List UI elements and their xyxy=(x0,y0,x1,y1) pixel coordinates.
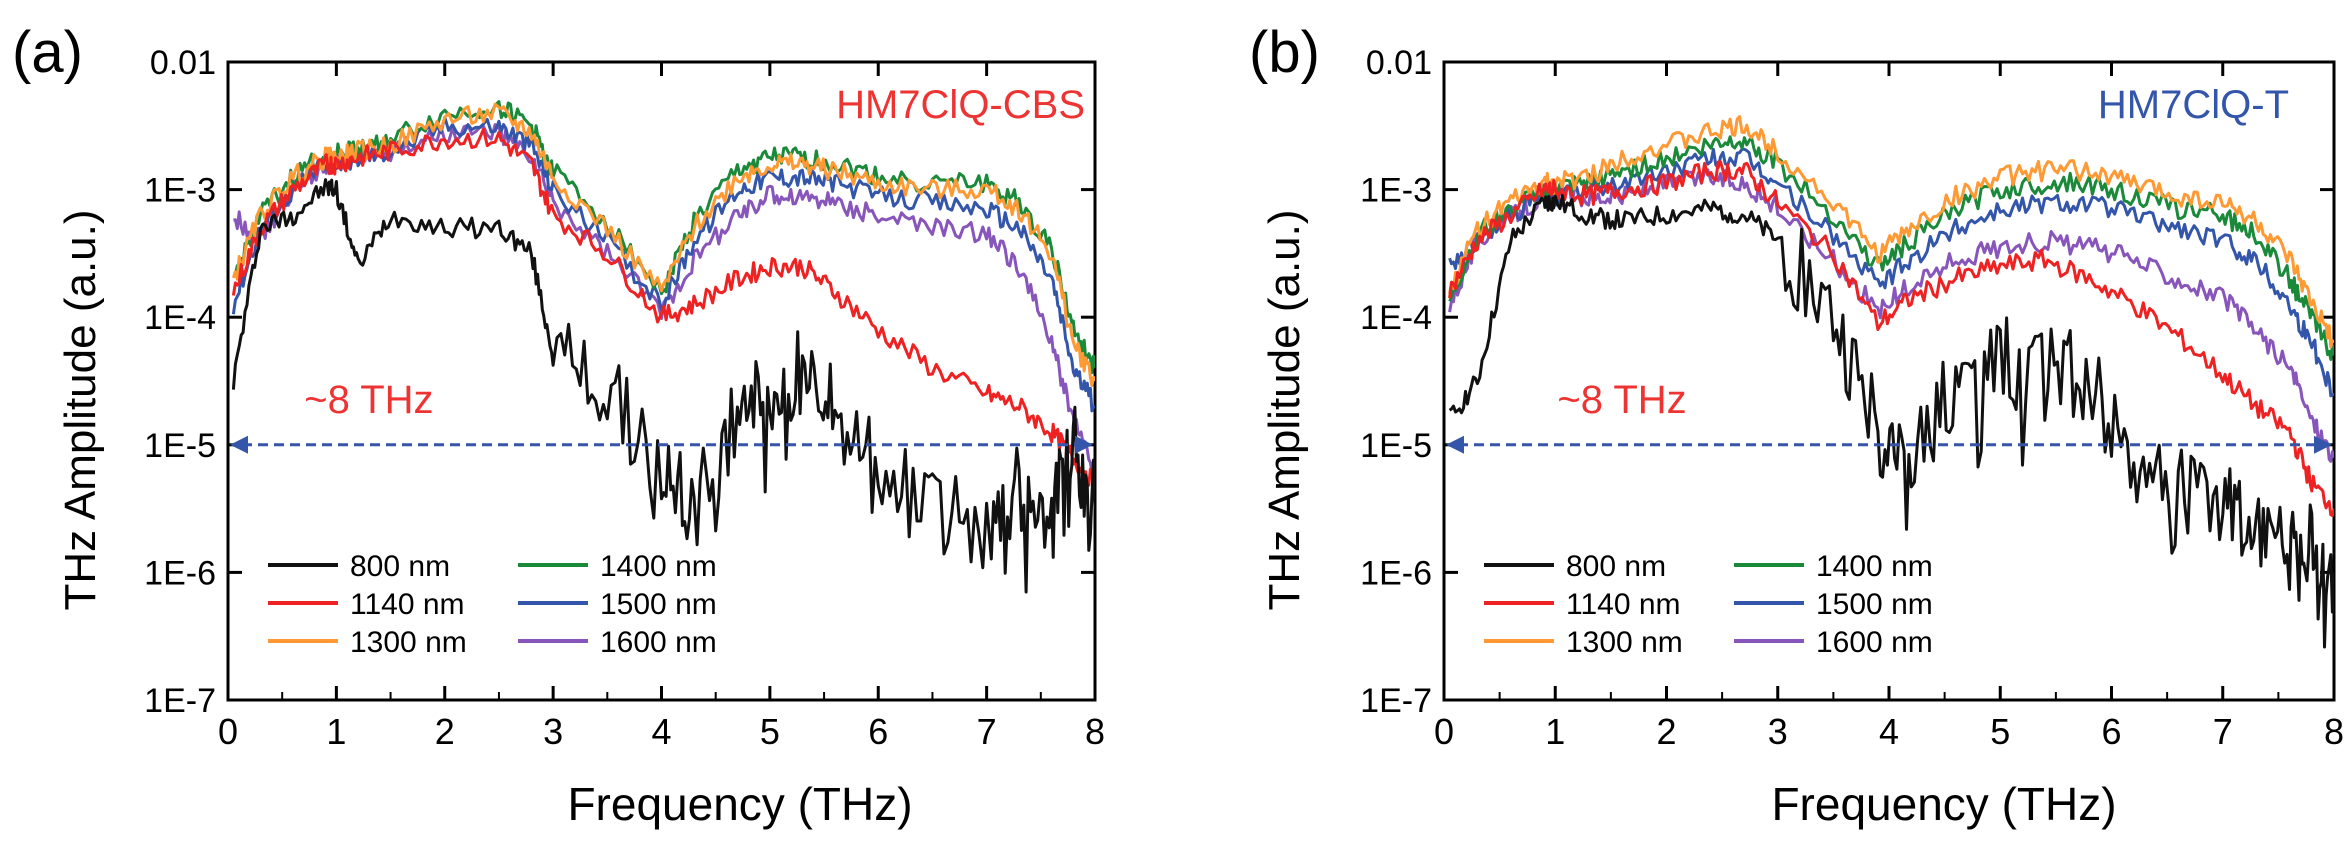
y-tick-label: 1E-3 xyxy=(1360,172,1432,210)
x-tick-label: 5 xyxy=(1990,711,2010,752)
y-tick-label: 1E-6 xyxy=(1360,554,1432,592)
arrow-right xyxy=(2314,435,2332,454)
legend-label: 1140 nm xyxy=(350,588,465,621)
annotation-text: ~8 THz xyxy=(1557,378,1686,422)
y-tick-label: 1E-5 xyxy=(144,427,216,465)
legend-label: 800 nm xyxy=(350,550,450,583)
x-tick-label: 6 xyxy=(868,711,888,752)
arrow-left xyxy=(230,435,248,454)
series-line-1500-nm xyxy=(1448,147,2334,398)
y-tick-label: 1E-7 xyxy=(1360,682,1432,720)
legend-label: 1600 nm xyxy=(600,626,717,659)
panel-label: (a) xyxy=(12,20,83,85)
chart-title: HM7ClQ-CBS xyxy=(836,83,1085,127)
y-tick-label: 1E-7 xyxy=(144,682,216,720)
y-axis-label: THz Amplitude (a.u.) xyxy=(56,209,105,610)
arrow-right xyxy=(1075,435,1093,454)
x-tick-label: 1 xyxy=(326,711,346,752)
x-axis-label: Frequency (THz) xyxy=(567,778,912,830)
y-tick-label: 1E-4 xyxy=(144,299,216,337)
x-axis-label: Frequency (THz) xyxy=(1771,778,2116,830)
chart-a-svg: (a) HM7ClQ-CBS Frequency (THz) THz Ampli… xyxy=(12,20,1105,830)
series-line-800-nm xyxy=(1448,194,2334,649)
arrow-left xyxy=(1446,435,1464,454)
y-tick-label: 0.01 xyxy=(150,44,216,82)
legend-label: 1400 nm xyxy=(1816,550,1933,583)
x-tick-label: 7 xyxy=(977,711,997,752)
chart-title: HM7ClQ-T xyxy=(2098,83,2289,127)
x-tick-label: 4 xyxy=(1879,711,1899,752)
legend-label: 1500 nm xyxy=(600,588,717,621)
y-tick-label: 1E-5 xyxy=(1360,427,1432,465)
x-tick-label: 8 xyxy=(1085,711,1105,752)
legend-label: 1500 nm xyxy=(1816,588,1933,621)
series-line-1300-nm xyxy=(1448,115,2334,349)
series-line-1140-nm xyxy=(231,127,1095,490)
legend-label: 1300 nm xyxy=(350,626,467,659)
x-tick-label: 2 xyxy=(435,711,455,752)
series-line-1140-nm xyxy=(1448,160,2334,517)
legend-label: 1140 nm xyxy=(1566,588,1681,621)
annotation-text: ~8 THz xyxy=(304,378,433,422)
series-line-800-nm xyxy=(231,178,1095,594)
x-tick-label: 0 xyxy=(218,711,238,752)
x-tick-label: 3 xyxy=(543,711,563,752)
x-tick-label: 1 xyxy=(1545,711,1565,752)
chart-panel-b: (b) HM7ClQ-T Frequency (THz) THz Amplitu… xyxy=(1174,0,2348,844)
x-tick-label: 8 xyxy=(2324,711,2344,752)
y-tick-label: 1E-4 xyxy=(1360,299,1432,337)
x-tick-label: 7 xyxy=(2213,711,2233,752)
x-tick-label: 0 xyxy=(1434,711,1454,752)
x-tick-label: 4 xyxy=(651,711,671,752)
chart-b-svg: (b) HM7ClQ-T Frequency (THz) THz Amplitu… xyxy=(1249,20,2344,830)
y-tick-label: 1E-3 xyxy=(144,172,216,210)
x-tick-label: 2 xyxy=(1656,711,1676,752)
panel-label: (b) xyxy=(1249,20,1320,85)
series-line-1300-nm xyxy=(231,102,1095,388)
y-tick-label: 1E-6 xyxy=(144,554,216,592)
legend-label: 1400 nm xyxy=(600,550,717,583)
y-axis-label: THz Amplitude (a.u.) xyxy=(1260,209,1309,610)
x-tick-label: 6 xyxy=(2101,711,2121,752)
legend-label: 1300 nm xyxy=(1566,626,1683,659)
chart-panel-a: (a) HM7ClQ-CBS Frequency (THz) THz Ampli… xyxy=(12,20,1105,830)
legend-label: 1600 nm xyxy=(1816,626,1933,659)
x-tick-label: 5 xyxy=(760,711,780,752)
y-tick-label: 0.01 xyxy=(1366,44,1432,82)
series-line-1400-nm xyxy=(1448,135,2334,361)
x-tick-label: 3 xyxy=(1768,711,1788,752)
legend-label: 800 nm xyxy=(1566,550,1666,583)
